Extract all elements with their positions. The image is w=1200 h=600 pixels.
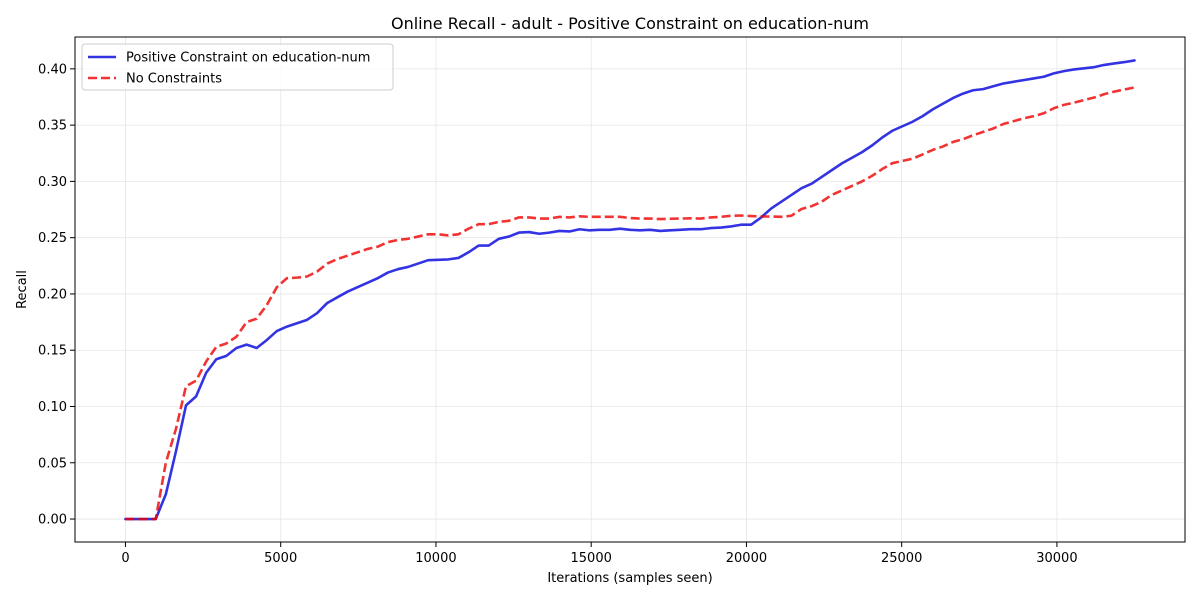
x-tick-label: 5000 <box>264 551 297 566</box>
y-tick-label: 0.35 <box>38 119 67 134</box>
y-tick-label: 0.30 <box>38 175 67 190</box>
x-axis-title: Iterations (samples seen) <box>547 571 712 586</box>
series-line-0 <box>124 59 1136 521</box>
y-axis-ticks: 0.00 0.05 0.10 0.15 0.20 0.25 0.30 0.35 0.40 <box>38 62 75 528</box>
legend: Positive Constraint on education-num No … <box>81 43 394 91</box>
legend-label-positive-constraint: Positive Constraint on education-num <box>126 51 370 66</box>
x-tick-label: 15000 <box>571 551 612 566</box>
x-tick-label: 30000 <box>1036 551 1077 566</box>
x-axis-ticks: 0 5000 10000 15000 20000 25000 30000 <box>121 542 1078 566</box>
y-tick-label: 0.20 <box>38 287 67 302</box>
y-tick-label: 0.00 <box>38 513 67 528</box>
x-tick-label: 10000 <box>415 551 456 566</box>
y-tick-label: 0.05 <box>38 456 67 471</box>
x-tick-label: 20000 <box>726 551 767 566</box>
y-tick-label: 0.40 <box>38 62 67 77</box>
y-tick-label: 0.25 <box>38 231 67 246</box>
grid <box>75 37 1185 542</box>
series-lines <box>124 59 1136 521</box>
legend-box <box>81 43 394 91</box>
chart-title: Online Recall - adult - Positive Constra… <box>391 14 869 33</box>
x-tick-label: 25000 <box>881 551 922 566</box>
series-line-1 <box>125 86 1135 521</box>
legend-label-no-constraints: No Constraints <box>126 72 222 87</box>
y-tick-label: 0.10 <box>38 400 67 415</box>
y-tick-label: 0.15 <box>38 344 67 359</box>
y-axis-title: Recall <box>15 270 30 309</box>
plot-frame <box>74 36 1186 543</box>
x-tick-label: 0 <box>121 551 129 566</box>
